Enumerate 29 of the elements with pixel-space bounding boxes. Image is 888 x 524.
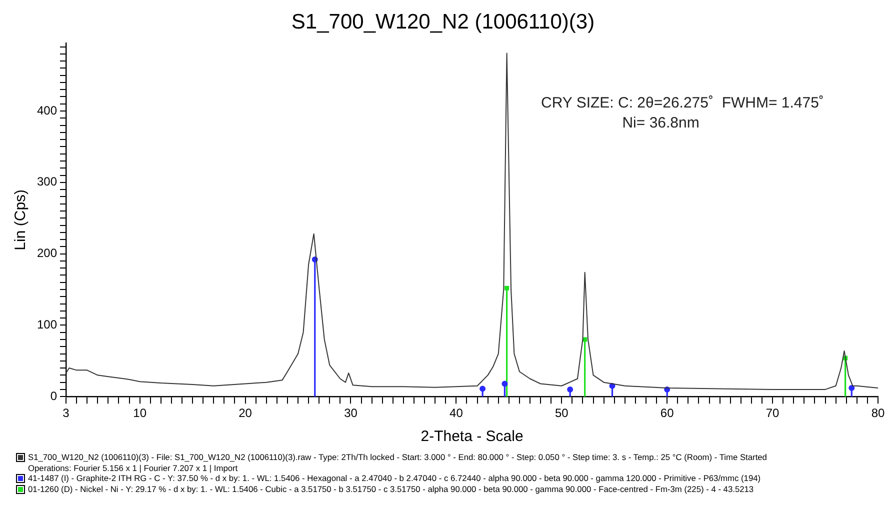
- x-tick-label: 10: [133, 406, 147, 420]
- y-tick-label: 200: [36, 246, 58, 260]
- x-tick-label: 50: [554, 406, 569, 420]
- point: [502, 380, 508, 387]
- y-tick-label: 0: [50, 388, 58, 403]
- y-tick-label: 300: [36, 174, 58, 189]
- text: Operations: Fourier 5.156 x 1 | Fourier 7.207 x 1 | Import: [27, 462, 239, 473]
- legend-label: S1_700_W120_N2 (1006110)(3) - File: S1_700_W120_N2 (1006110)(3).raw - Type: 2Th/Th locked - Start: 3.000 ° - End: 80.000 ° - Step: 0.050 ° - Step time: 3. s - Temp.: 25 °C (Room) - Time Started: [28, 452, 767, 462]
- point: [582, 337, 588, 342]
- y-tick-label: 100: [36, 318, 58, 332]
- x-tick-label: 80: [871, 406, 885, 420]
- x-tick-label: 30: [344, 406, 358, 420]
- point: [848, 385, 855, 392]
- y-axis-title: Lin (Cps): [12, 189, 30, 250]
- x-tick-label: 40: [450, 406, 464, 420]
- point: [504, 286, 510, 290]
- legend-label: 01-1260 (D) - Nickel - Ni - Y: 29.17 % - d x by: 1. - WL: 1.5406 - Cubic - a 3.51750 - b 3.51750 - c 3.51750 - alpha 90.000 - beta 90.000 - gamma 90.000 - Face-centred - Fm-3m (225) - 4 - 43.5213: [28, 484, 754, 494]
- annotation: Ni= 36.8nm: [622, 114, 700, 132]
- annotation: CRY SIZE: C: 2θ=26.275˚ FWHM= 1.475˚: [541, 94, 824, 112]
- x-tick-label: 3: [62, 406, 70, 420]
- chart-title: S1_700_W120_N2 (1006110)(3): [291, 10, 595, 34]
- point: [567, 386, 574, 392]
- x-tick-label: 20: [238, 406, 252, 420]
- x-tick-label: 60: [660, 406, 674, 420]
- point: [480, 386, 486, 392]
- x-axis-title: 2-Theta - Scale: [420, 428, 524, 446]
- x-tick-label: 70: [766, 406, 780, 420]
- y-tick-label: 400: [36, 103, 58, 118]
- legend-label: 41-1487 (I) - Graphite-2 ITH RG - C - Y: 37.50 % - d x by: 1. - WL: 1.5406 - Hexagonal - a 2.47040 - b 2.47040 - c 6.72440 - alpha 90.000 - beta 90.000 - gamma 120.000 - Primitive - P63/mmc (194): [28, 473, 761, 484]
